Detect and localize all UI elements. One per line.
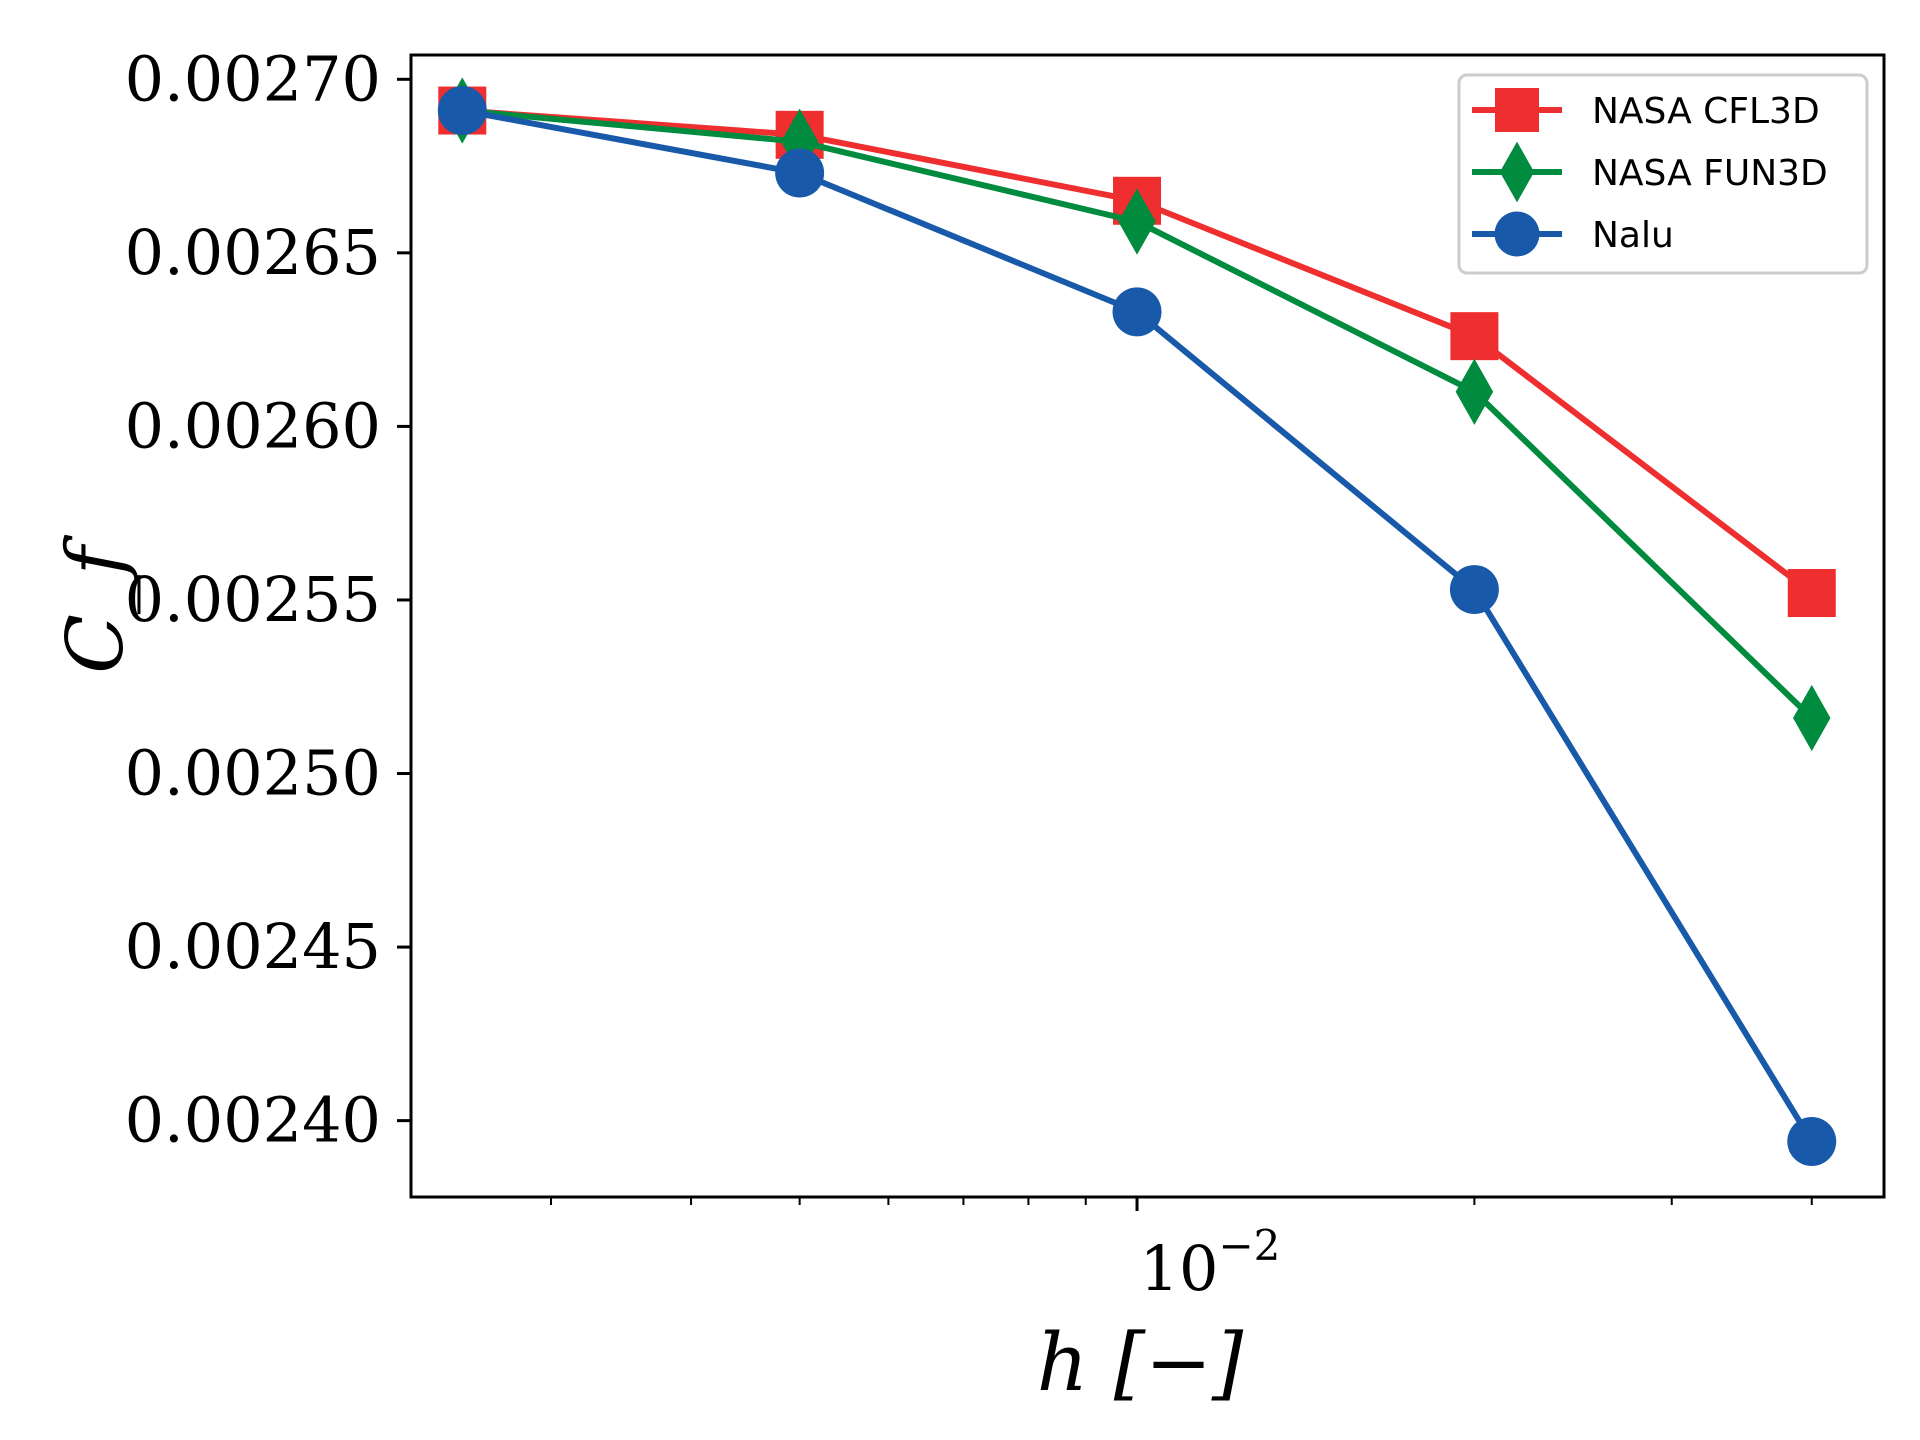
circle-marker <box>1112 287 1162 337</box>
circle-marker <box>1449 565 1499 615</box>
y-tick-label: 0.00270 <box>125 42 381 115</box>
diamond-marker <box>1499 141 1535 203</box>
x-tick-label: 10−2 <box>1140 1221 1281 1305</box>
circle-marker <box>1787 1116 1837 1166</box>
x-axis-label: h [−] <box>1037 1316 1244 1409</box>
square-marker <box>1787 569 1836 618</box>
y-tick-label: 0.00265 <box>125 216 381 289</box>
x-tick-label-base: 10 <box>1140 1232 1219 1305</box>
x-tick-label-exponent: −2 <box>1218 1221 1280 1270</box>
legend-box <box>1457 73 1869 275</box>
diamond-marker <box>1455 358 1494 425</box>
circle-marker <box>1494 211 1540 257</box>
legend-item: NASA CFL3D <box>1472 88 1820 132</box>
y-axis: 0.00240 0.00245 0.00250 0.00255 0.00260 0.002… <box>125 42 411 1157</box>
y-tick-label: 0.00240 <box>125 1084 381 1157</box>
y-tick-label: 0.00260 <box>125 389 381 462</box>
y-axis-label: C_f <box>51 534 141 674</box>
legend-label: NASA CFL3D <box>1592 91 1820 132</box>
legend: NASA CFL3D NASA FUN3D Nalu <box>1457 73 1869 275</box>
circle-marker <box>437 86 487 136</box>
square-marker <box>1450 312 1499 361</box>
legend-label: Nalu <box>1592 215 1674 256</box>
legend-item: NASA FUN3D <box>1472 141 1828 203</box>
y-tick-label: 0.00255 <box>125 563 381 636</box>
diamond-marker <box>1793 684 1831 752</box>
x-axis <box>550 1197 1813 1211</box>
series-nalu <box>437 86 1837 1166</box>
y-tick-label: 0.00250 <box>125 737 381 810</box>
diamond-marker <box>1118 188 1156 255</box>
y-tick-label: 0.00245 <box>125 910 381 983</box>
series-layer <box>437 77 1837 1166</box>
legend-label: NASA FUN3D <box>1592 153 1828 194</box>
circle-marker <box>775 148 825 198</box>
legend-item: Nalu <box>1472 211 1674 257</box>
square-marker <box>1495 88 1539 132</box>
